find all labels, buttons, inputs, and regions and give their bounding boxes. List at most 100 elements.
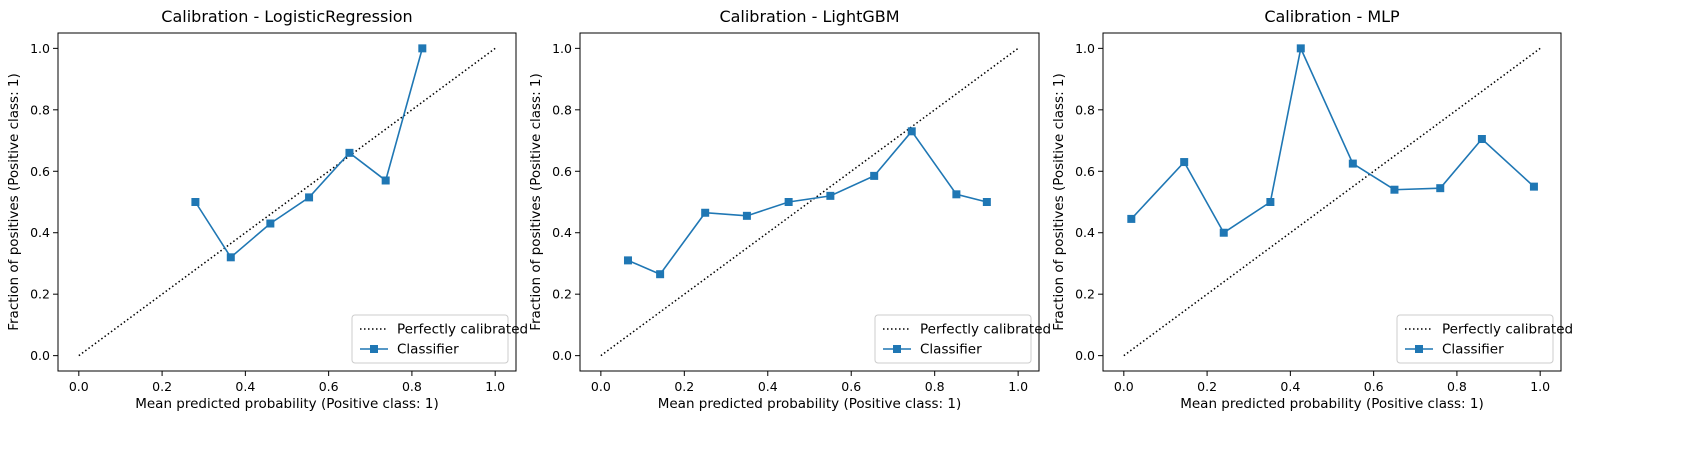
- chart-title: Calibration - LogisticRegression: [161, 7, 412, 26]
- classifier-point: [191, 198, 200, 206]
- classifier-point: [1477, 135, 1486, 144]
- y-tick-label: 0.8: [552, 102, 572, 117]
- legend: Perfectly calibrated Classifier: [874, 314, 1051, 364]
- legend: Perfectly calibrated Classifier: [1396, 314, 1573, 364]
- chart-title: Calibration - MLP: [1264, 7, 1400, 26]
- legend-label: Classifier: [397, 342, 459, 358]
- plot-frame: [57, 32, 517, 372]
- classifier-point: [623, 256, 632, 265]
- classifier-point: [656, 270, 665, 279]
- x-axis-label: Mean predicted probability (Positive cla…: [658, 396, 962, 412]
- legend-label: Perfectly calibrated: [397, 322, 528, 338]
- y-tick-label: 0.2: [552, 287, 572, 302]
- legend-marker-swatch: [370, 345, 378, 353]
- y-tick-label: 0.2: [1075, 287, 1095, 302]
- classifier-point: [952, 190, 961, 199]
- x-tick-label: 0.8: [1447, 379, 1467, 394]
- y-tick-label: 0.6: [30, 164, 50, 179]
- legend-label: Classifier: [920, 342, 982, 358]
- chart-title: Calibration - LightGBM: [719, 7, 899, 26]
- classifier-point: [907, 127, 916, 136]
- classifier-point: [1266, 198, 1275, 206]
- y-tick-label: 1.0: [30, 41, 50, 56]
- classifier-point: [418, 44, 427, 53]
- x-tick-label: 0.2: [1197, 379, 1217, 394]
- x-tick-label: 0.4: [1280, 379, 1300, 394]
- y-tick-label: 1.0: [1075, 41, 1095, 56]
- x-tick-label: 0.8: [925, 379, 945, 394]
- y-tick-label: 1.0: [552, 41, 572, 56]
- y-tick-label: 0.8: [30, 102, 50, 117]
- classifier-point: [1296, 44, 1305, 53]
- x-tick-label: 0.4: [758, 379, 778, 394]
- y-tick-label: 0.2: [30, 287, 50, 302]
- y-axis-label: Fraction of positives (Positive class: 1…: [1051, 73, 1067, 331]
- classifier-point: [1436, 184, 1445, 193]
- classifier-line: [1130, 45, 1535, 234]
- y-tick-label: 0.6: [552, 164, 572, 179]
- legend-label: Perfectly calibrated: [920, 322, 1051, 338]
- legend-box: [874, 314, 1032, 364]
- classifier-point: [1127, 214, 1136, 223]
- classifier-point: [1529, 182, 1538, 191]
- y-tick-label: 0.8: [1075, 102, 1095, 117]
- perfect-calibration-line: [78, 47, 496, 357]
- x-tick-label: 0.6: [319, 379, 339, 394]
- y-tick-label: 0.0: [552, 348, 572, 363]
- classifier-point: [381, 176, 390, 185]
- x-tick-label: 0.0: [69, 379, 89, 394]
- classifier-point: [266, 219, 275, 228]
- x-axis-label: Mean predicted probability (Positive cla…: [135, 396, 439, 412]
- classifier-point: [226, 253, 235, 262]
- classifier-point: [742, 211, 751, 220]
- chart-panel-3: Calibration - MLP 0.0 0.2 0.4 0.6 0.8 1.0 0.0 0.…: [1051, 7, 1573, 412]
- x-tick-label: 0.2: [152, 379, 172, 394]
- classifier-point: [701, 208, 710, 217]
- classifier-line: [194, 48, 424, 259]
- legend-label: Perfectly calibrated: [1442, 322, 1573, 338]
- y-axis-label: Fraction of positives (Positive class: 1…: [528, 73, 544, 331]
- classifier-point: [305, 193, 314, 202]
- classifier-point: [784, 198, 793, 206]
- classifier-point: [345, 148, 354, 157]
- x-tick-label: 1.0: [485, 379, 505, 394]
- x-tick-label: 0.0: [1114, 379, 1134, 394]
- perfect-calibration-line: [600, 47, 1019, 357]
- plot-frame: [1102, 32, 1562, 372]
- x-tick-label: 0.6: [841, 379, 861, 394]
- x-tick-label: 0.6: [1364, 379, 1384, 394]
- y-axis-label: Fraction of positives (Positive class: 1…: [6, 73, 22, 331]
- legend: Perfectly calibrated Classifier: [351, 314, 528, 364]
- x-tick-label: 0.4: [235, 379, 255, 394]
- classifier-point: [982, 198, 991, 206]
- x-axis-label: Mean predicted probability (Positive cla…: [1180, 396, 1484, 412]
- y-tick-label: 0.4: [1075, 225, 1095, 240]
- legend-label: Classifier: [1442, 342, 1504, 358]
- classifier-line: [627, 130, 988, 276]
- x-tick-label: 0.2: [674, 379, 694, 394]
- y-tick-label: 0.4: [30, 225, 50, 240]
- legend-marker-swatch: [893, 345, 901, 353]
- y-tick-label: 0.6: [1075, 164, 1095, 179]
- x-tick-label: 0.8: [402, 379, 422, 394]
- legend-marker-swatch: [1415, 345, 1423, 353]
- y-tick-label: 0.4: [552, 225, 572, 240]
- classifier-point: [870, 171, 879, 180]
- classifier-point: [1219, 228, 1228, 237]
- x-tick-label: 1.0: [1530, 379, 1550, 394]
- y-tick-label: 0.0: [1075, 348, 1095, 363]
- plot-frame: [579, 32, 1040, 372]
- classifier-point: [1180, 158, 1189, 167]
- legend-box: [1396, 314, 1554, 364]
- x-tick-label: 1.0: [1008, 379, 1028, 394]
- classifier-point: [826, 191, 835, 200]
- chart-panel-1: Calibration - LogisticRegression 0.0 0.2 0.…: [6, 7, 528, 412]
- classifier-point: [1390, 185, 1399, 194]
- legend-box: [351, 314, 509, 364]
- x-tick-label: 0.0: [591, 379, 611, 394]
- chart-panel-2: Calibration - LightGBM 0.0 0.2 0.4 0.6 0.8 1.0…: [528, 7, 1051, 412]
- perfect-calibration-line: [1123, 47, 1541, 357]
- y-tick-label: 0.0: [30, 348, 50, 363]
- classifier-point: [1348, 159, 1357, 168]
